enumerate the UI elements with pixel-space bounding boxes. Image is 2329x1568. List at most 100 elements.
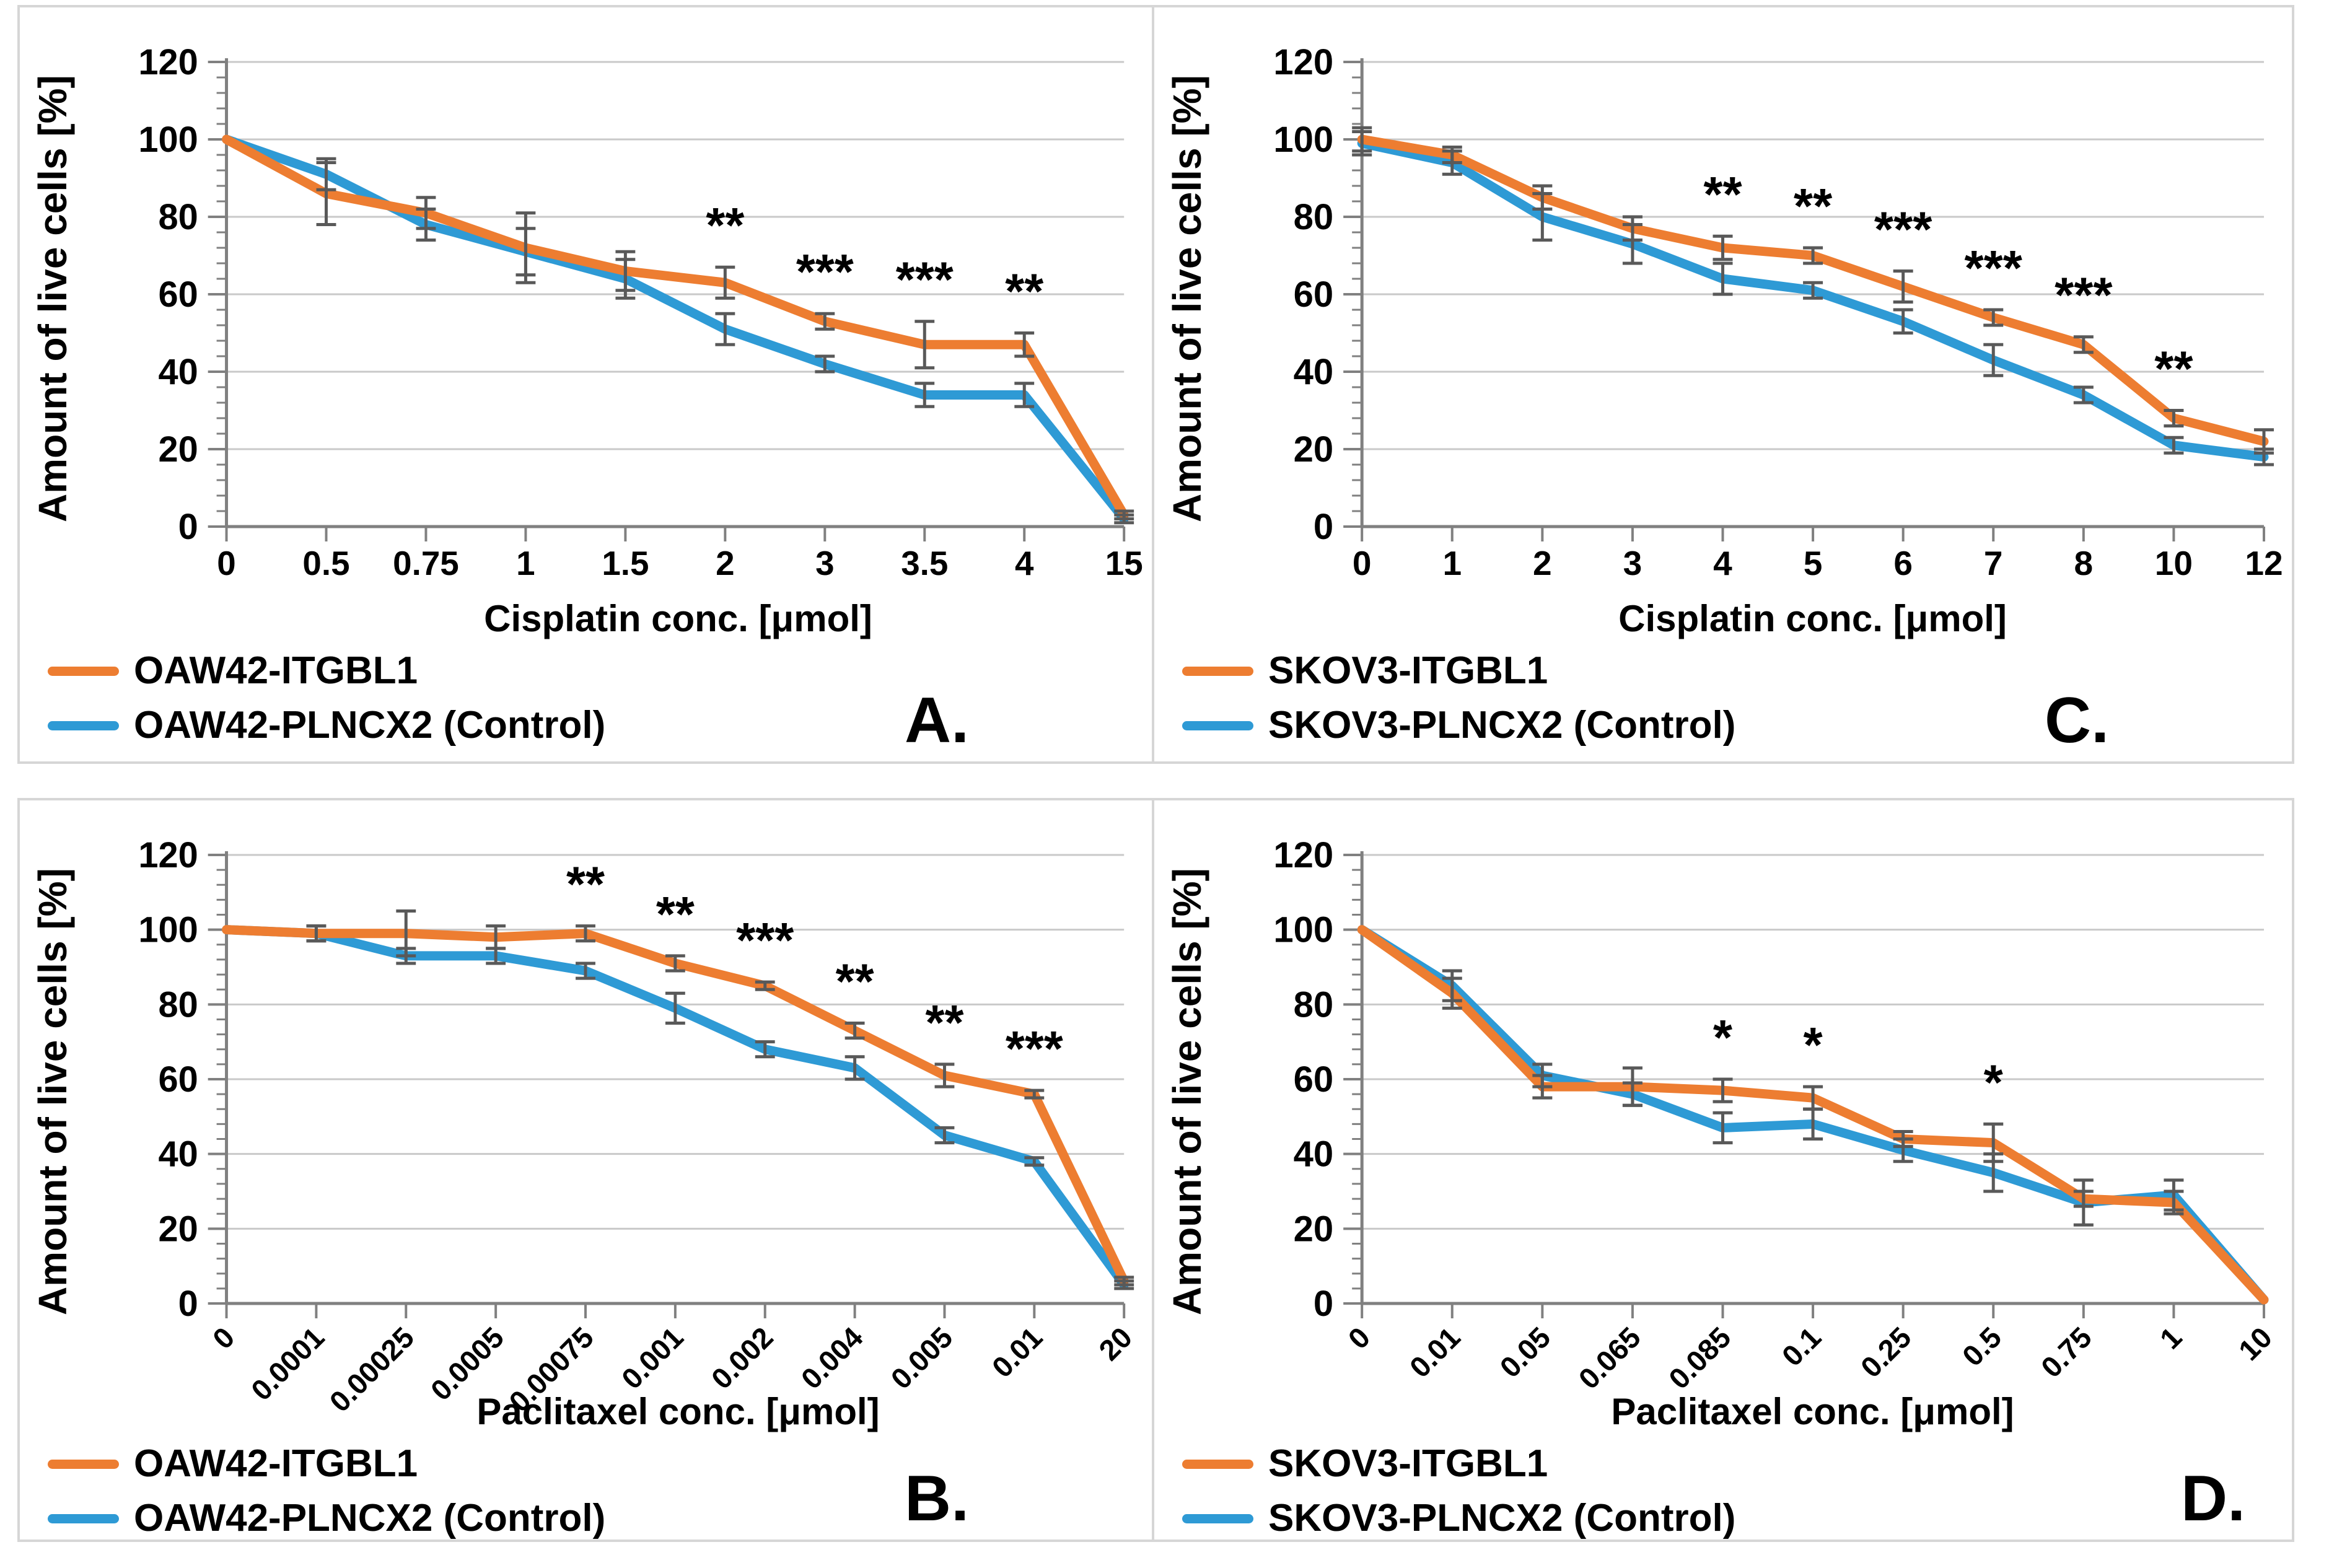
- legend-item: SKOV3-ITGBL1: [1182, 1445, 1735, 1483]
- svg-text:**: **: [566, 856, 605, 911]
- svg-text:0.005: 0.005: [885, 1321, 958, 1395]
- legend: OAW42-ITGBL1 OAW42-PLNCX2 (Control): [48, 652, 605, 745]
- svg-text:0.01: 0.01: [986, 1321, 1048, 1384]
- svg-text:80: 80: [159, 985, 198, 1025]
- x-axis-title: Paclitaxel conc. [μmol]: [1611, 1391, 2014, 1432]
- svg-text:0: 0: [1314, 507, 1333, 547]
- svg-text:60: 60: [1294, 274, 1334, 315]
- legend-line-swatch-orange: [1182, 666, 1253, 676]
- legend: SKOV3-ITGBL1 SKOV3-PLNCX2 (Control): [1182, 652, 1735, 745]
- x-axis-title: Cisplatin conc. [μmol]: [484, 598, 872, 639]
- svg-text:3.5: 3.5: [901, 544, 948, 582]
- svg-text:5: 5: [1804, 544, 1823, 582]
- svg-text:100: 100: [138, 911, 198, 950]
- legend-line-swatch-orange: [48, 666, 119, 676]
- legend-line-swatch-blue: [48, 1513, 119, 1523]
- svg-text:10: 10: [2232, 1321, 2278, 1367]
- svg-text:0: 0: [217, 544, 235, 582]
- svg-text:0.001: 0.001: [615, 1321, 689, 1395]
- svg-text:0: 0: [206, 1321, 240, 1355]
- svg-text:3: 3: [815, 544, 834, 582]
- svg-text:0.75: 0.75: [2035, 1321, 2098, 1384]
- svg-text:0.085: 0.085: [1662, 1321, 1737, 1396]
- svg-text:120: 120: [138, 836, 198, 875]
- panel-d: Amount of live cells [%] 0 20 40 60 80 100 120…: [1154, 798, 2294, 1542]
- svg-text:2: 2: [1533, 544, 1552, 582]
- svg-text:***: ***: [896, 252, 954, 307]
- svg-text:6: 6: [1893, 544, 1913, 582]
- svg-text:1: 1: [2154, 1321, 2188, 1356]
- panel-b: Amount of live cells [%] 0 20 40 60 80 100 120…: [17, 798, 1154, 1542]
- svg-text:0.75: 0.75: [393, 544, 459, 582]
- legend-line-swatch-blue: [48, 720, 119, 730]
- line-chart-d: 0 20 40 60 80 100 120 0 0.01 0.05 0.065 0.085 0.1 0.2…: [1273, 835, 2278, 1396]
- svg-text:80: 80: [159, 198, 198, 237]
- svg-text:40: 40: [159, 353, 198, 392]
- svg-text:0.1: 0.1: [1775, 1321, 1827, 1373]
- svg-text:0.5: 0.5: [302, 544, 349, 582]
- x-axis-title: Paclitaxel conc. [μmol]: [476, 1391, 880, 1432]
- svg-text:*: *: [1804, 1017, 1823, 1072]
- panel-letter: B.: [905, 1463, 969, 1535]
- svg-text:7: 7: [1984, 544, 2003, 582]
- svg-text:0: 0: [178, 1284, 198, 1324]
- legend-label: OAW42-PLNCX2 (Control): [134, 704, 606, 747]
- svg-text:0.01: 0.01: [1403, 1321, 1467, 1384]
- legend-line-swatch-blue: [1182, 720, 1253, 730]
- svg-text:**: **: [836, 953, 874, 1009]
- legend-item: OAW42-ITGBL1: [48, 652, 605, 690]
- svg-text:0: 0: [1341, 1321, 1376, 1356]
- svg-text:***: ***: [2055, 268, 2113, 323]
- legend-line-swatch-orange: [48, 1459, 119, 1469]
- svg-text:80: 80: [1294, 197, 1334, 237]
- svg-text:***: ***: [736, 913, 794, 968]
- svg-text:100: 100: [1273, 120, 1333, 160]
- svg-text:0.05: 0.05: [1493, 1321, 1556, 1384]
- svg-text:120: 120: [138, 43, 198, 82]
- svg-text:8: 8: [2074, 544, 2094, 582]
- panel-letter: A.: [905, 685, 969, 756]
- svg-text:***: ***: [1874, 202, 1932, 257]
- svg-text:**: **: [1703, 167, 1742, 222]
- panel-letter: D.: [2181, 1463, 2245, 1535]
- svg-text:100: 100: [138, 120, 198, 160]
- svg-text:60: 60: [159, 1060, 198, 1100]
- svg-text:2: 2: [716, 544, 734, 582]
- svg-text:60: 60: [1294, 1059, 1334, 1100]
- legend-label: SKOV3-ITGBL1: [1268, 1442, 1548, 1485]
- svg-text:10: 10: [2155, 544, 2193, 582]
- svg-text:1: 1: [1442, 544, 1462, 582]
- panel-letter: C.: [2045, 685, 2109, 756]
- legend: SKOV3-ITGBL1 SKOV3-PLNCX2 (Control): [1182, 1445, 1735, 1538]
- svg-text:80: 80: [1294, 984, 1334, 1025]
- svg-text:0: 0: [178, 507, 198, 547]
- svg-text:***: ***: [1965, 240, 2023, 296]
- svg-text:0.5: 0.5: [1956, 1321, 2008, 1373]
- svg-text:100: 100: [1273, 910, 1333, 950]
- svg-text:0: 0: [1314, 1284, 1333, 1324]
- svg-text:20: 20: [1294, 1209, 1334, 1249]
- legend-item: OAW42-PLNCX2 (Control): [48, 1499, 605, 1538]
- svg-text:4: 4: [1015, 544, 1034, 582]
- svg-text:0.25: 0.25: [1854, 1321, 1918, 1384]
- svg-text:40: 40: [159, 1135, 198, 1175]
- svg-text:40: 40: [1294, 1134, 1334, 1175]
- legend-label: OAW42-ITGBL1: [134, 649, 418, 692]
- legend-line-swatch-blue: [1182, 1513, 1253, 1523]
- legend-label: SKOV3-PLNCX2 (Control): [1268, 704, 1736, 747]
- svg-text:4: 4: [1713, 544, 1732, 582]
- svg-text:20: 20: [1093, 1321, 1138, 1367]
- svg-text:**: **: [925, 995, 963, 1050]
- legend: OAW42-ITGBL1 OAW42-PLNCX2 (Control): [48, 1445, 605, 1538]
- svg-text:1.5: 1.5: [602, 544, 649, 582]
- svg-text:15: 15: [1105, 544, 1143, 582]
- svg-text:40: 40: [1294, 352, 1334, 392]
- legend-item: SKOV3-PLNCX2 (Control): [1182, 1499, 1735, 1538]
- svg-text:0.065: 0.065: [1572, 1321, 1647, 1396]
- legend-line-swatch-orange: [1182, 1459, 1253, 1469]
- panel-c: Amount of live cells [%] 0 20 40 60 80 100 120…: [1154, 5, 2294, 764]
- svg-text:***: ***: [796, 244, 854, 299]
